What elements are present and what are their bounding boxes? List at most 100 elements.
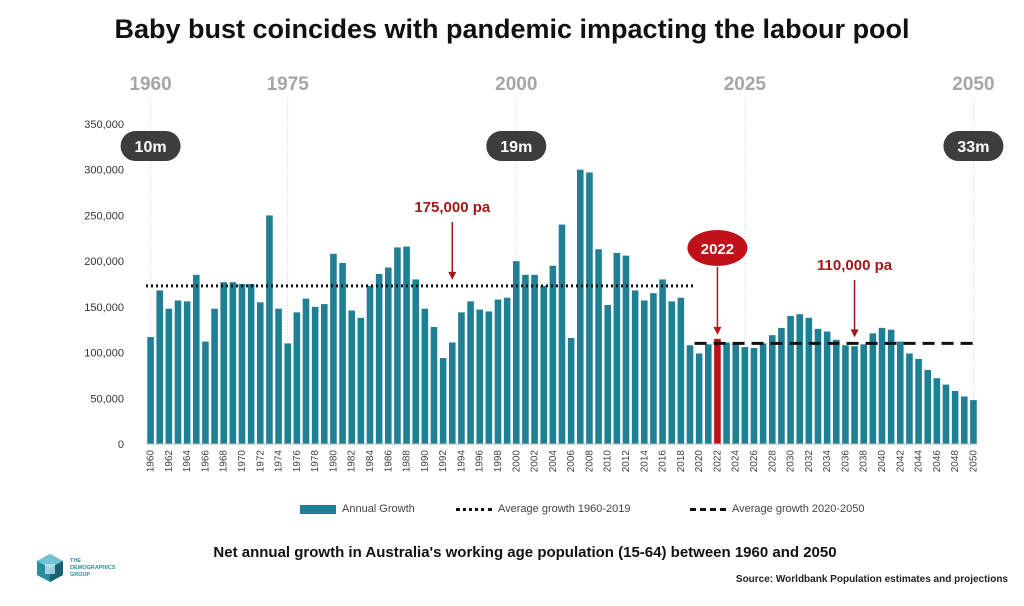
bar: [330, 253, 337, 444]
bar: [832, 339, 840, 444]
bar: [302, 298, 310, 444]
bar: [759, 343, 767, 444]
bar: [796, 314, 804, 444]
bar: [650, 293, 657, 444]
bar: [266, 215, 273, 444]
bar: [147, 337, 154, 444]
x-tick-label: 1968: [219, 450, 230, 473]
x-tick-label: 2008: [584, 450, 595, 473]
x-tick-label: 2042: [895, 450, 906, 473]
bar: [412, 279, 420, 444]
bar: [256, 302, 264, 444]
bar: [165, 308, 173, 444]
bar: [156, 290, 164, 444]
bar: [723, 342, 730, 444]
bar: [476, 309, 484, 444]
y-tick-label: 200,000: [84, 256, 124, 268]
population-pill-label: 10m: [135, 139, 167, 156]
bar: [284, 343, 292, 444]
x-tick-label: 1970: [237, 450, 248, 473]
top-year-label: 2025: [724, 74, 767, 95]
legend-average-1960-2019: Average growth 1960-2019: [456, 503, 631, 515]
y-tick-label: 250,000: [84, 210, 124, 222]
bar: [778, 327, 785, 444]
bar: [540, 285, 548, 444]
x-axis: 1960 1962 1964 1966 1968 1970 1972 1974 1976 1978…: [146, 443, 979, 473]
bar: [951, 390, 959, 444]
bar: [915, 358, 922, 444]
bar: [970, 400, 977, 444]
x-tick-label: 2026: [749, 450, 760, 473]
x-tick-label: 1994: [456, 450, 467, 473]
legend-label-avg1: Average growth 1960-2019: [498, 503, 631, 515]
chart-subtitle: Net annual growth in Australia's working…: [213, 544, 837, 561]
x-tick-label: 1992: [438, 450, 449, 473]
bar: [586, 172, 593, 444]
population-pill: [486, 131, 547, 161]
bar: [293, 312, 301, 444]
bar: [686, 345, 694, 444]
legend-label-annual: Annual Growth: [342, 503, 415, 515]
x-tick-label: 2040: [877, 450, 888, 473]
bar: [860, 344, 868, 444]
x-tick-label: 1978: [310, 450, 321, 473]
population-pill-label: 19m: [500, 139, 532, 156]
bar: [805, 317, 813, 444]
x-tick-label: 1980: [328, 450, 339, 473]
x-tick-label: 2018: [676, 450, 687, 473]
x-tick-label: 1988: [402, 450, 413, 473]
bar: [311, 306, 319, 444]
bar: [448, 342, 456, 444]
bar: [640, 300, 648, 444]
annotations: 175,000 pa 110,000 pa 10m 19m 33m 2022: [120, 131, 1004, 338]
bar: [384, 267, 392, 444]
logo-line-1: THE: [70, 558, 81, 564]
x-tick-label: 2006: [566, 450, 577, 473]
legend-swatch-bar: [300, 504, 336, 514]
bar: [787, 316, 794, 444]
x-tick-label: 2030: [786, 450, 797, 473]
bar: [869, 333, 877, 444]
x-tick-label: 2044: [914, 450, 925, 473]
bar: [458, 312, 465, 444]
bar: [549, 265, 557, 444]
logo-line-2: DEMOGRAPHICS: [70, 565, 116, 571]
demographics-group-logo: THE DEMOGRAPHICS GROUP: [34, 552, 154, 588]
bar: [512, 261, 520, 444]
bar: [348, 310, 356, 444]
bar: [485, 311, 493, 444]
x-tick-label: 2032: [804, 450, 815, 473]
bar: [613, 252, 621, 444]
legend-annual-growth: Annual Growth: [300, 503, 415, 515]
bar: [211, 308, 218, 444]
bar: [768, 335, 776, 444]
bar: [275, 308, 282, 444]
bar: [430, 326, 438, 444]
bar: [595, 249, 602, 444]
legend-average-2020-2050: Average growth 2020-2050: [690, 503, 865, 515]
logo-line-3: GROUP: [70, 572, 91, 578]
top-year-label: 1960: [129, 74, 171, 95]
x-tick-label: 2028: [767, 450, 778, 473]
x-tick-label: 2022: [712, 450, 723, 473]
top-year-label: 1975: [267, 74, 310, 95]
bar: [567, 337, 575, 444]
bar: [695, 353, 703, 444]
bar: [531, 274, 538, 444]
bar: [403, 246, 410, 444]
y-tick-label: 150,000: [84, 302, 124, 314]
x-tick-label: 1966: [200, 450, 211, 473]
bar: [960, 396, 968, 444]
bar-highlight-2022: [714, 338, 721, 444]
x-tick-label: 1990: [420, 450, 431, 473]
x-tick-label: 1998: [493, 450, 504, 473]
y-tick-label: 50,000: [90, 393, 124, 405]
bar: [421, 308, 429, 444]
x-tick-label: 2004: [548, 450, 559, 473]
bar: [942, 384, 950, 444]
x-tick-label: 1960: [146, 450, 157, 473]
bar: [622, 255, 630, 444]
bar: [576, 169, 584, 444]
x-tick-label: 2000: [511, 450, 522, 473]
